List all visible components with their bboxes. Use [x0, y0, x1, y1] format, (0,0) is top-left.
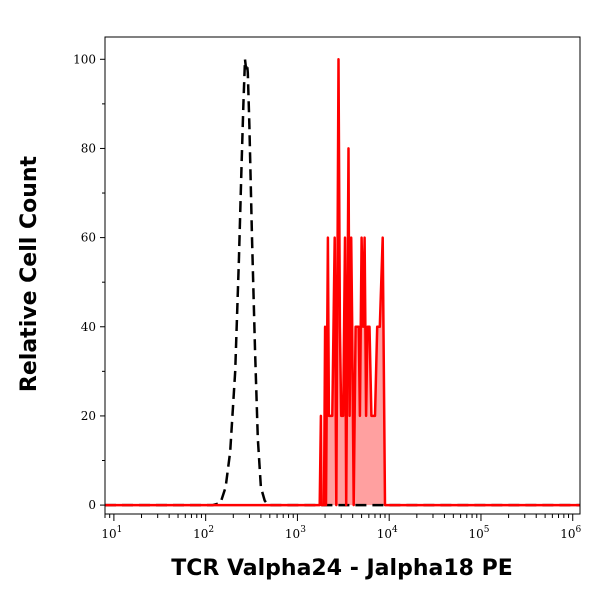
- tcr-series-line: [105, 58, 580, 507]
- x-tick-label: 104: [377, 525, 398, 541]
- x-tick-label: 102: [193, 525, 214, 541]
- x-tick-label-base: 10: [285, 527, 300, 541]
- x-tick-label-base: 10: [560, 527, 575, 541]
- x-tick-label-base: 10: [193, 527, 208, 541]
- x-tick-label: 103: [285, 525, 306, 541]
- y-tick-label: 20: [81, 409, 96, 423]
- y-tick-label: 40: [81, 320, 96, 334]
- isotype-control-line: [105, 58, 580, 507]
- y-tick-label: 100: [73, 52, 96, 66]
- data-layer: [105, 58, 580, 507]
- x-tick-label-base: 10: [468, 527, 483, 541]
- y-tick-label: 80: [81, 141, 96, 155]
- x-tick-label: 106: [560, 525, 581, 541]
- x-tick-label-exponent: 3: [300, 525, 306, 535]
- x-tick-label-exponent: 2: [208, 525, 214, 535]
- tcr-series-area: [105, 59, 580, 506]
- x-axis-title: TCR Valpha24 - Jalpha18 PE: [171, 556, 513, 581]
- x-tick-label-exponent: 4: [392, 525, 398, 535]
- x-tick-label-exponent: 1: [117, 525, 123, 535]
- y-tick-label: 0: [88, 498, 96, 512]
- x-tick-label: 105: [468, 525, 489, 541]
- y-tick-label: 60: [81, 231, 96, 245]
- x-tick-label: 101: [101, 525, 122, 541]
- x-tick-label-base: 10: [377, 527, 392, 541]
- x-tick-label-exponent: 6: [576, 525, 582, 535]
- y-axis-title: Relative Cell Count: [17, 155, 42, 392]
- plot-frame: [104, 36, 581, 515]
- x-tick-label-exponent: 5: [484, 525, 490, 535]
- x-tick-label-base: 10: [101, 527, 116, 541]
